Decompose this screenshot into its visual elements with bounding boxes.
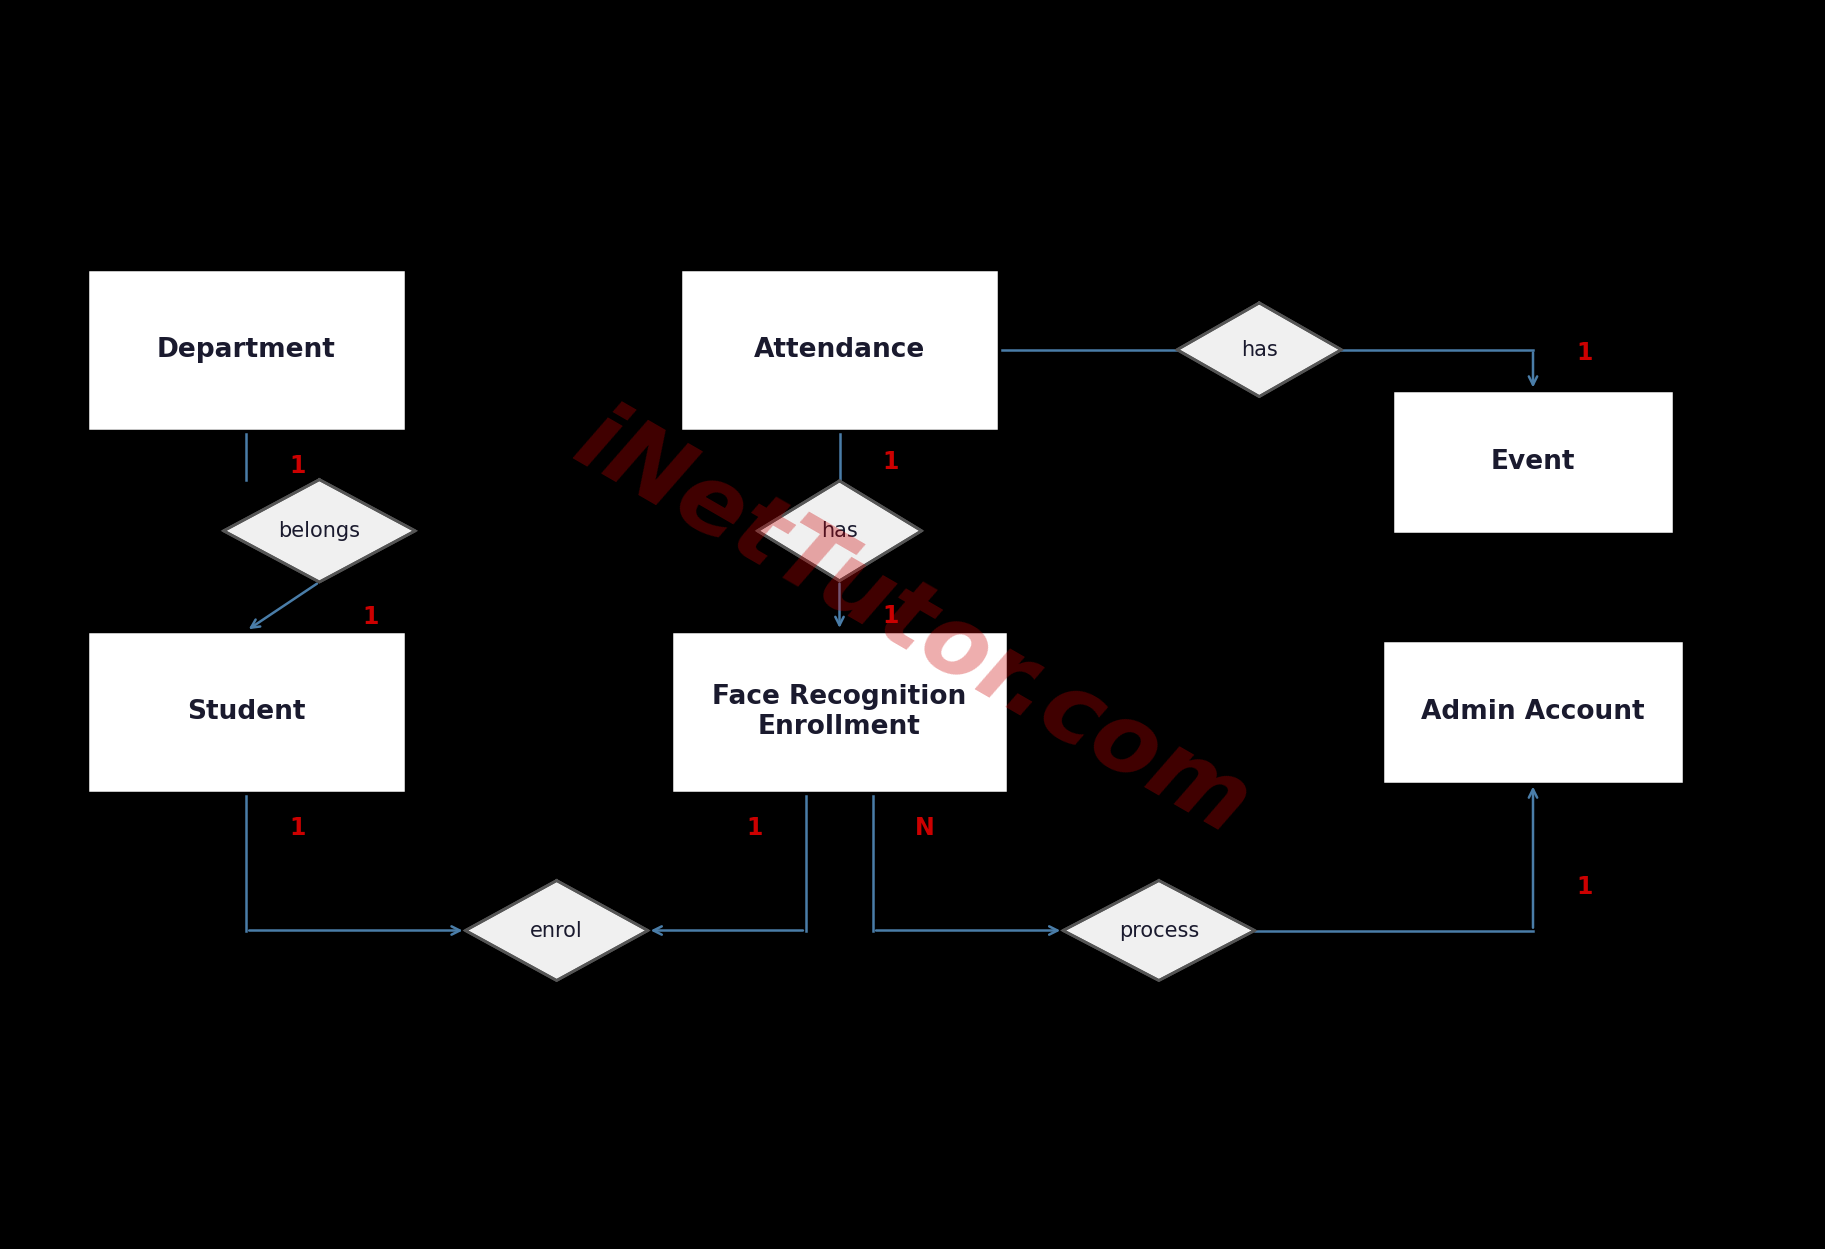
Text: Event: Event [1491, 450, 1575, 475]
Text: 1: 1 [363, 605, 378, 629]
Text: Face Recognition
Enrollment: Face Recognition Enrollment [712, 684, 967, 739]
Text: Admin Account: Admin Account [1422, 699, 1644, 724]
FancyBboxPatch shape [681, 269, 1000, 431]
Polygon shape [757, 481, 922, 581]
Polygon shape [1177, 304, 1341, 397]
Text: 1: 1 [883, 450, 898, 475]
FancyBboxPatch shape [88, 631, 405, 793]
Text: 1: 1 [290, 453, 305, 478]
Polygon shape [465, 881, 648, 980]
Text: 1: 1 [290, 816, 305, 841]
Text: 1: 1 [883, 603, 898, 628]
FancyBboxPatch shape [672, 631, 1007, 793]
Text: iNetTutor.com: iNetTutor.com [560, 393, 1265, 856]
FancyBboxPatch shape [88, 269, 405, 431]
Polygon shape [223, 480, 414, 582]
Text: has: has [1241, 340, 1277, 360]
Text: Attendance: Attendance [754, 337, 925, 362]
Text: Student: Student [188, 699, 305, 724]
Text: enrol: enrol [531, 921, 582, 940]
Text: N: N [914, 816, 934, 841]
FancyBboxPatch shape [1383, 641, 1683, 784]
Text: 1: 1 [1577, 341, 1591, 365]
Text: 1: 1 [1577, 874, 1591, 899]
Text: Department: Department [157, 337, 336, 362]
Text: belongs: belongs [279, 521, 360, 541]
Text: 1: 1 [746, 816, 763, 841]
Text: has: has [821, 521, 858, 541]
Text: process: process [1119, 921, 1199, 940]
Polygon shape [1062, 881, 1256, 980]
FancyBboxPatch shape [1391, 390, 1675, 535]
